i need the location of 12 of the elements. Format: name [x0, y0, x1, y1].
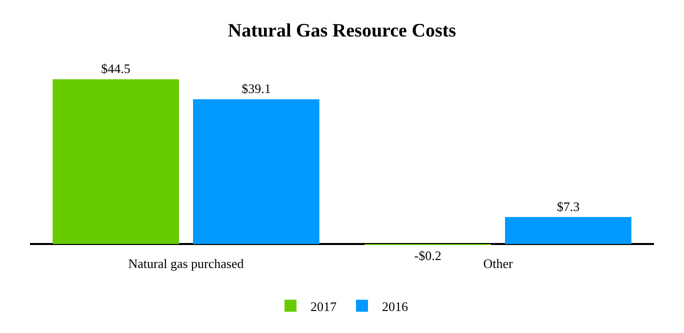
- chart-title: Natural Gas Resource Costs: [228, 20, 456, 42]
- bar: [505, 217, 632, 244]
- data-label: $39.1: [242, 81, 271, 96]
- data-label: $7.3: [556, 199, 580, 214]
- bar: [52, 79, 179, 244]
- legend-label: 2016: [382, 298, 408, 314]
- data-label: -$0.2: [414, 248, 442, 263]
- data-label: $44.5: [101, 61, 130, 76]
- legend-label: 2017: [310, 298, 337, 314]
- bar: [193, 99, 320, 244]
- x-tick-label: Other: [483, 256, 514, 271]
- x-tick-label: Natural gas purchased: [128, 256, 244, 271]
